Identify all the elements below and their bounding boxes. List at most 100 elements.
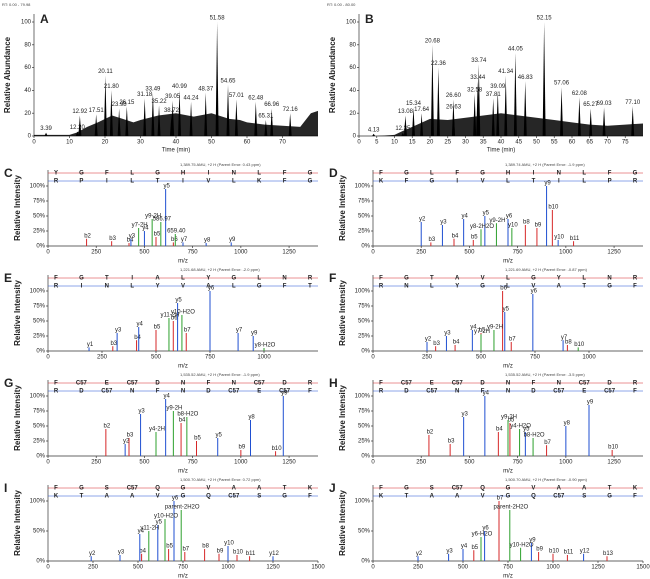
sequence-residue: Q <box>480 486 485 492</box>
peak-label: 65.27 <box>583 102 599 108</box>
sequence-residue: L <box>506 179 510 185</box>
sequence-residue: T <box>532 179 536 185</box>
peak-label: b13 <box>603 551 614 557</box>
header: 1,221.68 AMU, +2 H (Parent Error: -2.0 p… <box>180 267 260 272</box>
sequence-residue: I <box>533 171 535 177</box>
y-tick-label: 0% <box>361 454 370 460</box>
sequence-residue: T <box>430 276 434 282</box>
x-tick-label: 750 <box>530 355 541 361</box>
sequence-residue: I <box>456 179 458 185</box>
sequence-residue: G <box>282 494 287 500</box>
sequence-residue: N <box>282 276 286 282</box>
peak-label: b3 <box>433 341 440 347</box>
sequence-residue: L <box>582 179 586 185</box>
peak-label: 40.99 <box>172 84 188 90</box>
y-axis-label: Relative Intensity <box>338 490 347 556</box>
sequence-residue: A <box>557 284 562 290</box>
sequence-residue: C57 <box>254 381 266 387</box>
peak-label: y8 <box>248 415 255 421</box>
y-tick-label: 100% <box>30 184 46 190</box>
sequence-residue: R <box>54 389 59 395</box>
peak-label: y4 <box>483 391 490 397</box>
x-tick-label: 40 <box>173 140 180 146</box>
sequence-residue: D <box>404 389 409 395</box>
y-tick-label: 100% <box>355 289 371 295</box>
x-tick-label: 75 <box>622 140 629 146</box>
y-tick-label: 100% <box>355 394 371 400</box>
sequence-residue: F <box>54 381 58 387</box>
sequence-residue: A <box>257 486 262 492</box>
sequence-residue: I <box>558 179 560 185</box>
panel-label: A <box>40 12 49 26</box>
x-tick-label: 25 <box>444 140 451 146</box>
x-tick-label: 250 <box>416 250 427 256</box>
sequence-residue: D <box>480 381 485 387</box>
sequence-residue: A <box>455 494 460 500</box>
x-tick-label: 20 <box>427 140 434 146</box>
peak-label: y12 <box>580 548 590 554</box>
sequence-residue: E <box>257 389 261 395</box>
peak-label: y3 <box>446 548 453 554</box>
peak-label: y7-2H <box>474 329 490 335</box>
peak-label: y6 <box>482 526 489 532</box>
peak-label: y10 <box>508 223 518 229</box>
peak-label: b5 <box>194 436 201 442</box>
sequence-residue: N <box>506 389 510 395</box>
x-tick-label: 250 <box>416 460 427 466</box>
x-tick-label: 500 <box>133 565 144 571</box>
peak-label: b5 <box>479 328 486 334</box>
peak-label: b2 <box>427 430 434 436</box>
sequence-residue: N <box>232 381 236 387</box>
y-tick-label: 0% <box>36 559 45 565</box>
x-tick-label: 5 <box>375 140 379 146</box>
y-tick-label: 60 <box>24 65 31 71</box>
peak <box>44 132 48 136</box>
sequence-residue: L <box>257 276 261 282</box>
peak-label: b6 <box>171 316 178 322</box>
sequence-residue: V <box>206 179 210 185</box>
sequence-residue: V <box>481 179 485 185</box>
sequence-residue: D <box>282 381 287 387</box>
header: 1,389.75 AMU, +2 H (Parent Error: 0.43 p… <box>180 162 261 167</box>
x-tick-label: 0 <box>46 565 50 571</box>
peak-label: y2 <box>419 217 426 223</box>
x-tick-label: 0 <box>46 460 50 466</box>
x-tick-label: 35 <box>480 140 487 146</box>
trace <box>359 113 643 136</box>
peak-label: b7 <box>184 328 191 334</box>
x-tick-label: 1500 <box>636 565 650 571</box>
peak-label: y5 <box>483 211 490 217</box>
peak-label: y8-H2O <box>255 343 276 349</box>
peak <box>430 44 434 136</box>
peak-label: 52.15 <box>537 16 553 22</box>
peak-label: b3 <box>448 439 455 445</box>
sequence-residue: G <box>231 276 236 282</box>
peak-label: 54.65 <box>220 78 236 84</box>
peak-label: b10 <box>574 342 585 348</box>
peak-label: b9 <box>239 445 246 451</box>
x-axis-label: m/z <box>503 364 513 370</box>
peak-label: 48.37 <box>198 86 214 92</box>
sequence-residue: Y <box>54 171 58 177</box>
panel-label: F <box>329 271 336 285</box>
y-tick-label: 50% <box>358 214 371 220</box>
sequence-residue: G <box>181 486 186 492</box>
sequence-residue: G <box>79 171 84 177</box>
sequence-residue: F <box>379 381 383 387</box>
y-tick-label: 100 <box>21 20 32 26</box>
sequence-residue: C57 <box>553 389 565 395</box>
y-axis-label: Relative Abundance <box>328 36 337 113</box>
sequence-residue: K <box>379 494 384 500</box>
peak-label: y5 <box>156 520 163 526</box>
sequence-residue: S <box>257 494 261 500</box>
panel-label: B <box>365 12 374 26</box>
peak <box>401 132 405 136</box>
y-tick-label: 100 <box>346 20 357 26</box>
y-tick-label: 75% <box>358 199 371 205</box>
sequence-residue: E <box>430 381 434 387</box>
peak-label: b9 <box>217 548 224 554</box>
sequence-residue: V <box>481 494 485 500</box>
panel-label: I <box>4 481 7 495</box>
peak-label: b7 <box>497 496 504 502</box>
peak-label: y7 <box>561 335 568 341</box>
